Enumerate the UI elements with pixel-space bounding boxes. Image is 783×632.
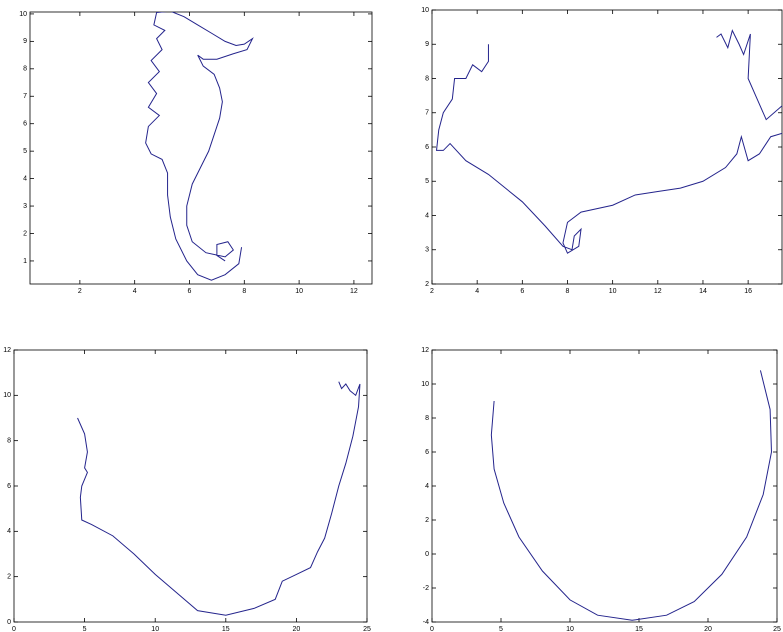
y-tick-label: 4 [425, 212, 429, 219]
y-tick-label: 8 [425, 75, 429, 82]
x-tick-label: 20 [293, 626, 301, 632]
y-tick-label: 9 [23, 38, 27, 45]
data-line [490, 370, 772, 621]
y-tick-label: 4 [7, 528, 11, 535]
x-tick-label: 10 [609, 288, 617, 295]
x-tick-label: 25 [363, 626, 371, 632]
y-tick-label: -2 [423, 585, 429, 592]
x-tick-label: 2 [430, 288, 434, 295]
x-tick-label: 16 [744, 288, 752, 295]
x-tick-label: 6 [188, 288, 192, 295]
x-tick-label: 10 [151, 626, 159, 632]
y-tick-label: 10 [421, 7, 429, 14]
y-tick-label: 9 [425, 41, 429, 48]
x-tick-label: 10 [295, 288, 303, 295]
y-tick-label: 10 [19, 11, 27, 18]
x-tick-label: 25 [773, 626, 781, 632]
data-line [145, 12, 254, 281]
y-tick-label: 6 [425, 144, 429, 151]
y-tick-label: 2 [425, 517, 429, 524]
x-tick-label: 4 [133, 288, 137, 295]
y-tick-label: 8 [7, 438, 11, 445]
y-tick-label: 5 [23, 148, 27, 155]
x-tick-label: 5 [499, 626, 503, 632]
y-tick-label: 2 [7, 574, 11, 581]
x-tick-label: 4 [475, 288, 479, 295]
y-tick-label: 0 [7, 619, 11, 626]
x-tick-label: 15 [222, 626, 230, 632]
x-tick-label: 14 [699, 288, 707, 295]
data-line [77, 381, 361, 616]
y-tick-label: 12 [3, 347, 11, 354]
x-tick-label: 2 [78, 288, 82, 295]
x-tick-label: 10 [566, 626, 574, 632]
y-tick-label: 7 [425, 110, 429, 117]
x-tick-label: 0 [12, 626, 16, 632]
y-tick-label: 10 [3, 392, 11, 399]
y-tick-label: 2 [23, 230, 27, 237]
data-line [435, 29, 782, 254]
y-tick-label: 5 [425, 178, 429, 185]
y-tick-label: 10 [421, 381, 429, 388]
x-tick-label: 6 [520, 288, 524, 295]
y-tick-label: 6 [425, 449, 429, 456]
y-tick-label: 6 [23, 121, 27, 128]
y-tick-label: 8 [23, 66, 27, 73]
y-tick-label: 1 [23, 258, 27, 265]
x-tick-label: 0 [430, 626, 434, 632]
x-tick-label: 5 [83, 626, 87, 632]
subplot: 2 4 6 8 10 12 14 16 2 3 4 5 6 7 8 9 10 [421, 7, 783, 295]
axes-box [431, 9, 783, 285]
x-tick-label: 8 [566, 288, 570, 295]
y-tick-label: 4 [425, 483, 429, 490]
axes-box [29, 11, 373, 285]
y-tick-label: 8 [425, 415, 429, 422]
x-tick-label: 12 [350, 288, 358, 295]
subplot: 0 5 10 15 20 25 -4 -2 0 2 4 6 8 10 12 [421, 347, 781, 632]
y-tick-label: 12 [421, 347, 429, 354]
x-tick-label: 12 [654, 288, 662, 295]
y-tick-label: 4 [23, 175, 27, 182]
y-tick-label: 3 [425, 247, 429, 254]
axes-box [431, 349, 778, 623]
y-tick-label: 7 [23, 93, 27, 100]
x-tick-label: 15 [635, 626, 643, 632]
y-tick-label: 6 [7, 483, 11, 490]
y-tick-label: 3 [23, 203, 27, 210]
y-tick-label: 0 [425, 551, 429, 558]
x-tick-label: 8 [242, 288, 246, 295]
subplot: 0 5 10 15 20 25 0 2 4 6 8 10 12 [3, 347, 371, 632]
y-tick-label: -4 [423, 619, 429, 626]
y-tick-label: 2 [425, 281, 429, 288]
x-tick-label: 20 [704, 626, 712, 632]
axes-box [13, 349, 368, 623]
